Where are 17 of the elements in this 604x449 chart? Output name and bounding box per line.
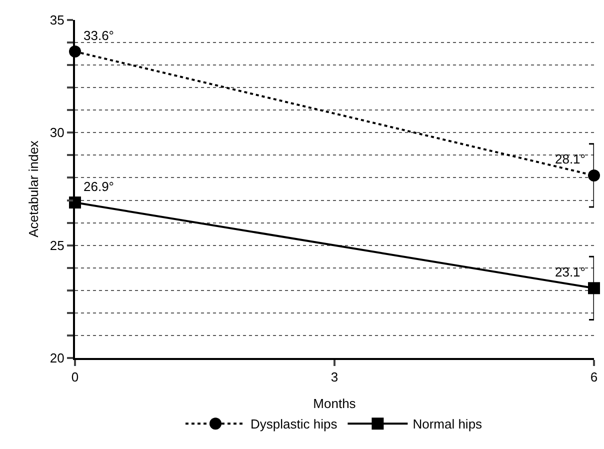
y-tick-label: 25 <box>50 238 64 253</box>
x-axis-title: Months <box>313 396 356 411</box>
x-tick-label: 6 <box>590 370 598 385</box>
legend-label: Normal hips <box>412 416 483 432</box>
data-label: 26.9° <box>84 178 114 194</box>
point <box>588 282 600 294</box>
y-tick-label: 35 <box>50 12 64 28</box>
data-label: 23.1° <box>554 264 586 280</box>
legend-label: Dysplastic hips <box>250 416 338 432</box>
x-tick-label: 0 <box>71 370 79 385</box>
y-axis-title: Acetabular index <box>26 140 41 238</box>
data-label: 33.6° <box>84 28 114 43</box>
x-tick-label: 3 <box>330 370 338 385</box>
y-tick-label: 30 <box>50 125 64 140</box>
y-tick-label: 20 <box>50 350 64 366</box>
point <box>588 169 600 182</box>
data-label: 28.1° <box>554 152 586 167</box>
